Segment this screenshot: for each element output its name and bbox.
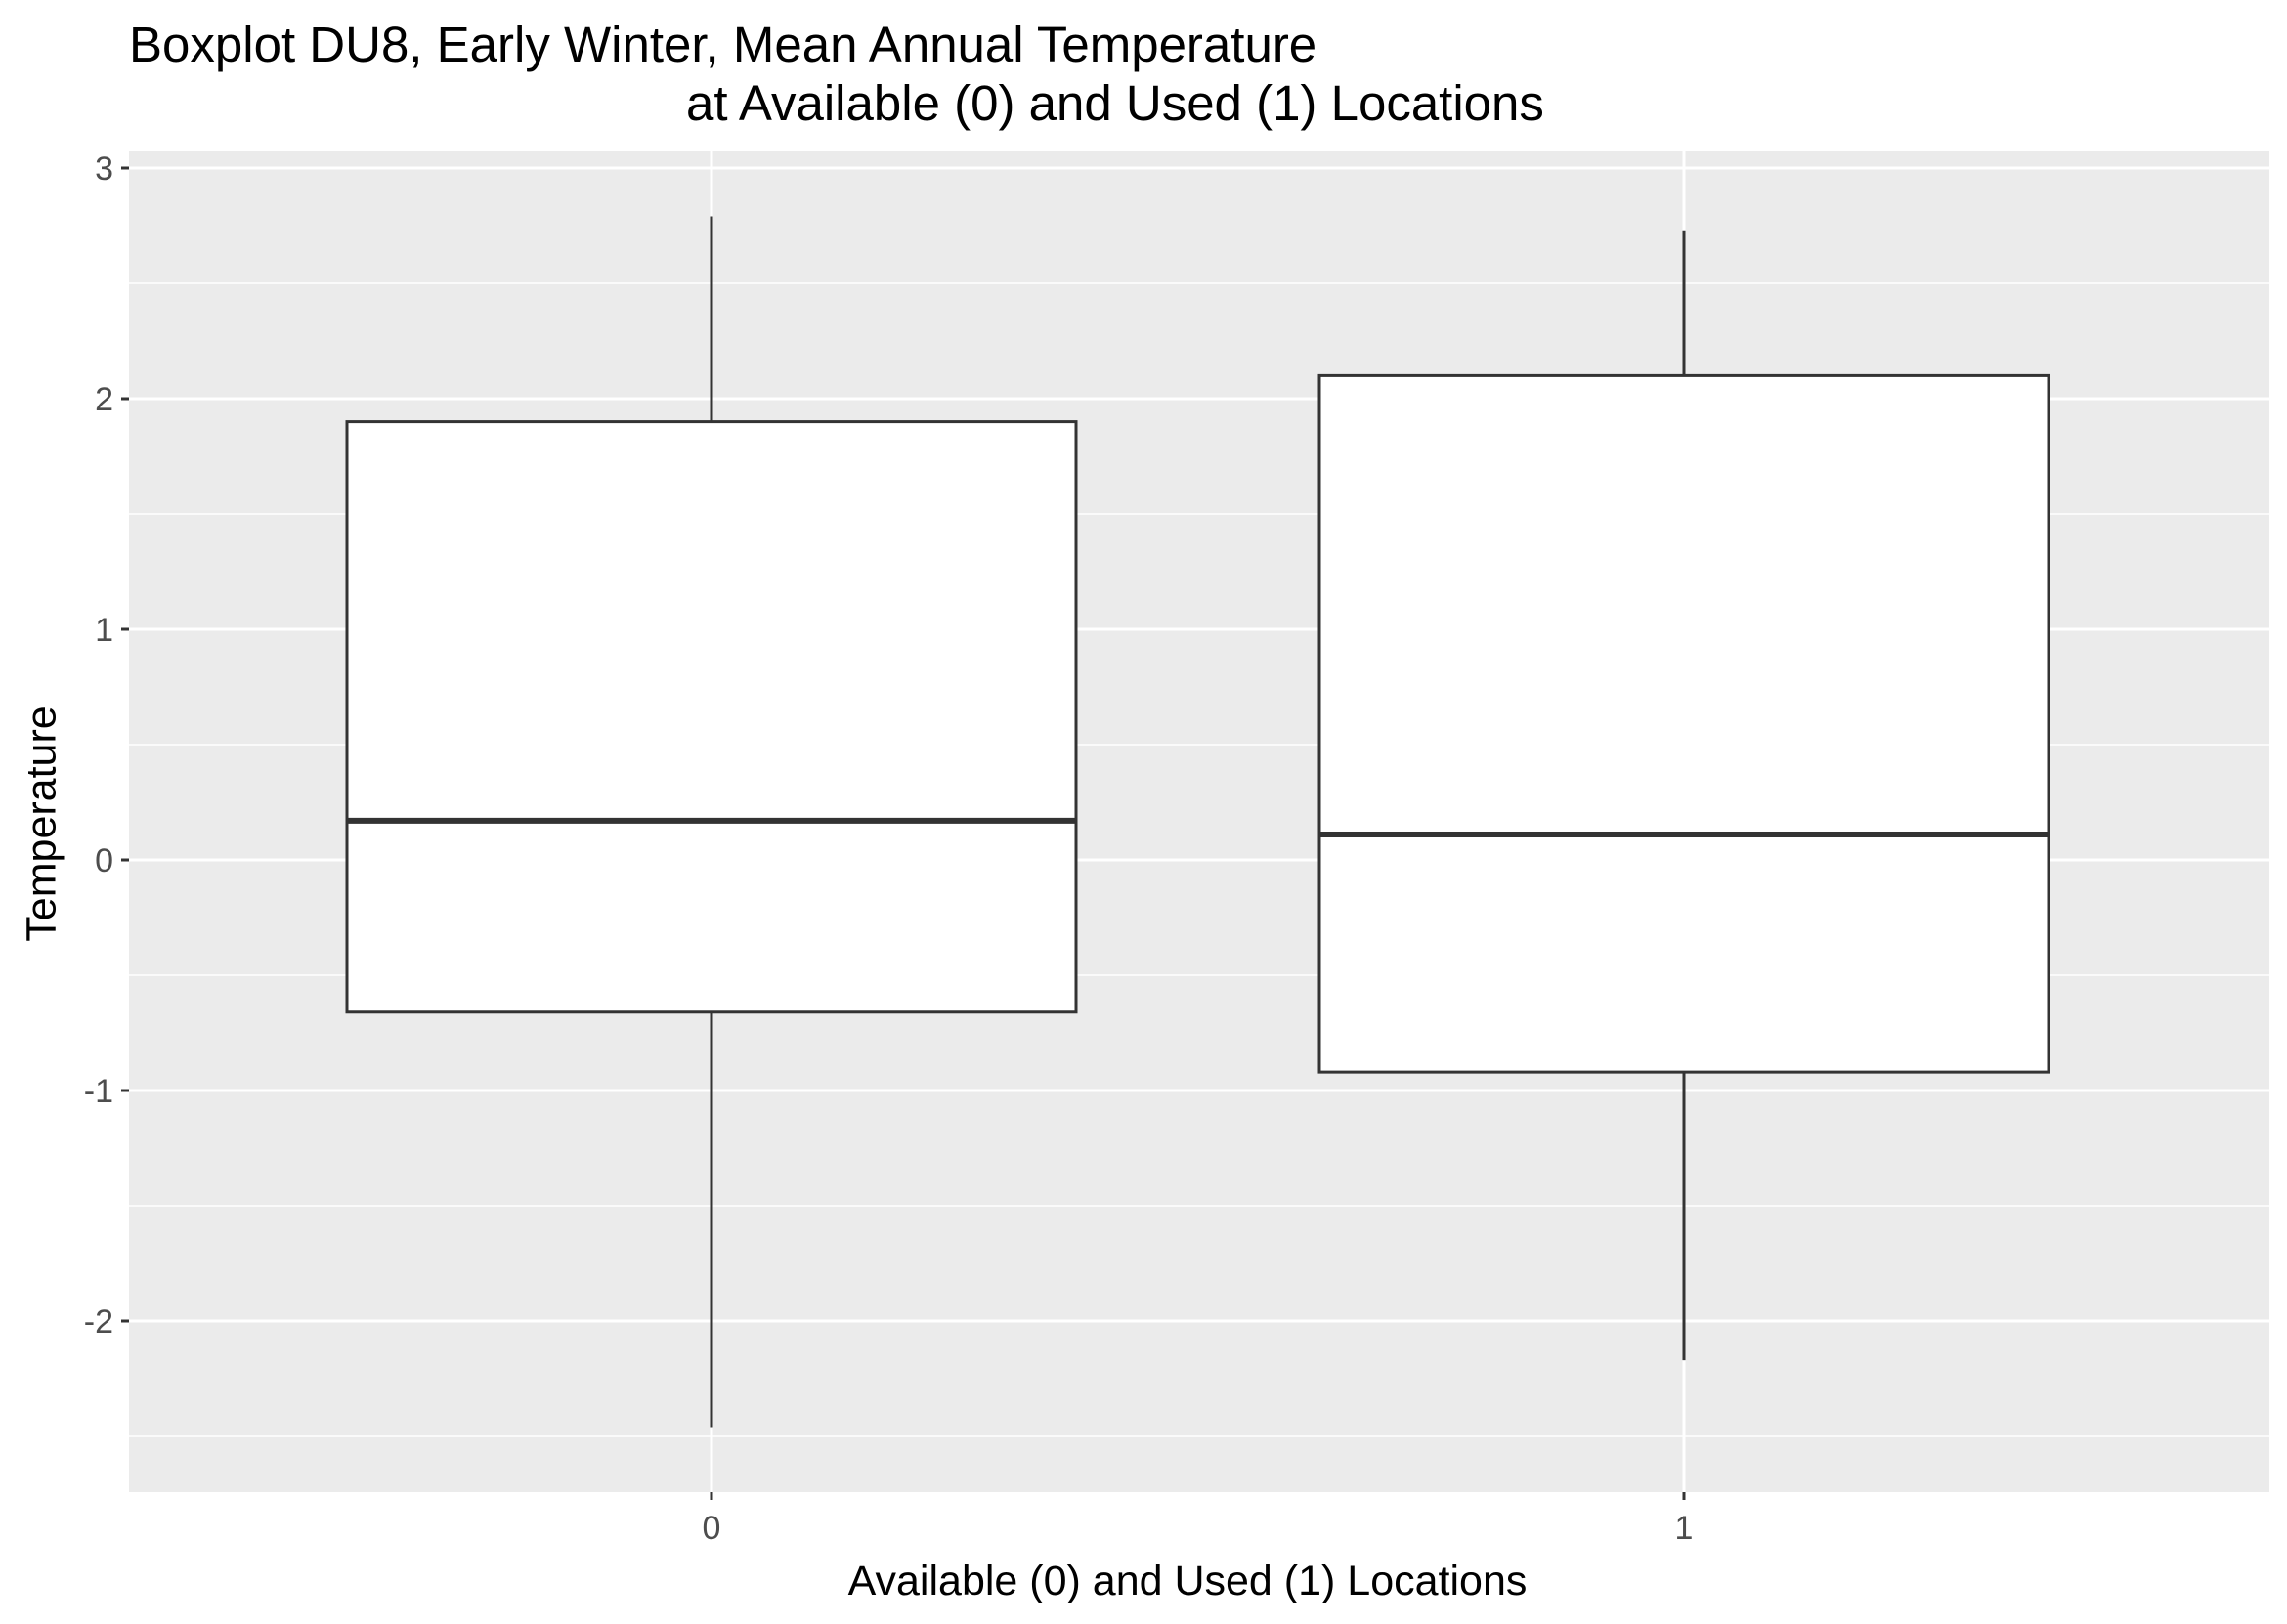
box-group (345, 216, 2050, 1428)
x-axis-label: Available (0) and Used (1) Locations (847, 1558, 1528, 1604)
y-axis: -2 -1 0 1 2 3 (84, 150, 129, 1341)
y-tick-label: -1 (84, 1073, 113, 1110)
y-tick-label: 2 (95, 381, 113, 418)
y-tick-label: -2 (84, 1303, 113, 1341)
box-0 (345, 216, 1078, 1428)
x-tick-label: 1 (1675, 1510, 1694, 1547)
y-tick-label: 1 (95, 612, 113, 649)
box-iqr (1317, 373, 2050, 1074)
x-tick-label: 0 (703, 1510, 721, 1547)
y-axis-label: Temperature (18, 705, 65, 942)
y-tick-label: 3 (95, 150, 113, 188)
chart-subtitle: at Available (0) and Used (1) Locations (686, 75, 1544, 131)
box-iqr (345, 420, 1078, 1014)
y-tick-label: 0 (95, 842, 113, 879)
box-1 (1317, 230, 2050, 1361)
chart-title: Boxplot DU8, Early Winter, Mean Annual T… (129, 17, 1317, 72)
